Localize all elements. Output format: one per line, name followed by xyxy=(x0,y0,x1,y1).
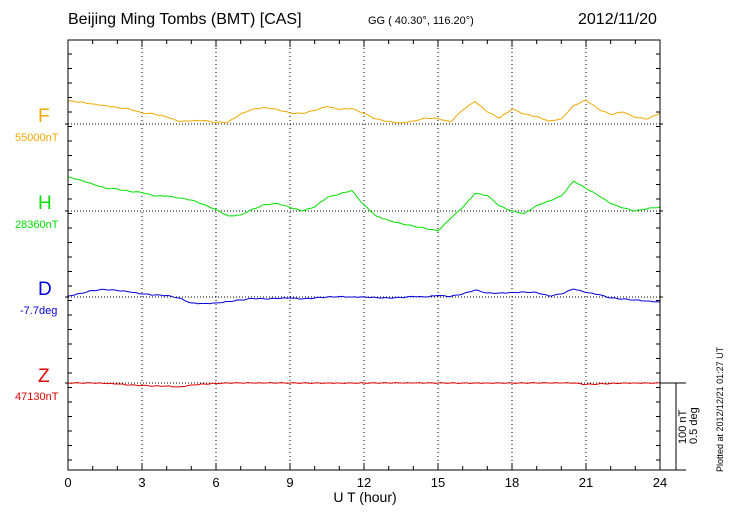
grid xyxy=(141,40,587,470)
plot-timestamp: Plotted at 2012/12/21 01:27 UT xyxy=(715,346,725,472)
x-tick-label: 3 xyxy=(138,475,145,490)
series-baseline-Z: 47130nT xyxy=(15,391,59,403)
series-letter-H: H xyxy=(38,193,52,214)
series-letter-D: D xyxy=(38,279,52,300)
x-tick-label: 12 xyxy=(357,475,371,490)
station-title: Beijing Ming Tombs (BMT) [CAS] xyxy=(68,11,302,28)
scale-bar xyxy=(660,382,686,471)
series-baseline-H: 28360nT xyxy=(15,219,59,231)
series-line-H xyxy=(67,176,661,232)
x-tick-label: 18 xyxy=(505,475,519,490)
series-letter-Z: Z xyxy=(38,366,50,387)
x-tick-label: 9 xyxy=(286,475,293,490)
series-baseline-D: -7.7deg xyxy=(20,305,58,317)
station-coordinates: GG ( 40.30°, 116.20°) xyxy=(368,15,474,27)
scale-bar-label: 100 nT 0.5 deg xyxy=(677,407,700,444)
x-axis-label: U T (hour) xyxy=(333,489,397,505)
series-line-Z xyxy=(67,382,661,388)
series-lines xyxy=(67,99,661,388)
x-tick-label: 21 xyxy=(579,475,593,490)
x-tick-label: 15 xyxy=(431,475,445,490)
series-baseline-F: 55000nT xyxy=(15,132,59,144)
series-line-D xyxy=(67,288,661,305)
x-tick-label: 0 xyxy=(64,475,71,490)
axes: 0 3 6 9 12 15 18 21 24 xyxy=(64,39,667,490)
x-tick-label: 24 xyxy=(653,475,667,490)
chart-date: 2012/11/20 xyxy=(578,11,657,28)
x-tick-label: 6 xyxy=(212,475,219,490)
series-letter-F: F xyxy=(38,106,50,127)
series-line-F xyxy=(67,99,661,124)
scale-bar-label-line: 0.5 deg xyxy=(688,407,700,444)
